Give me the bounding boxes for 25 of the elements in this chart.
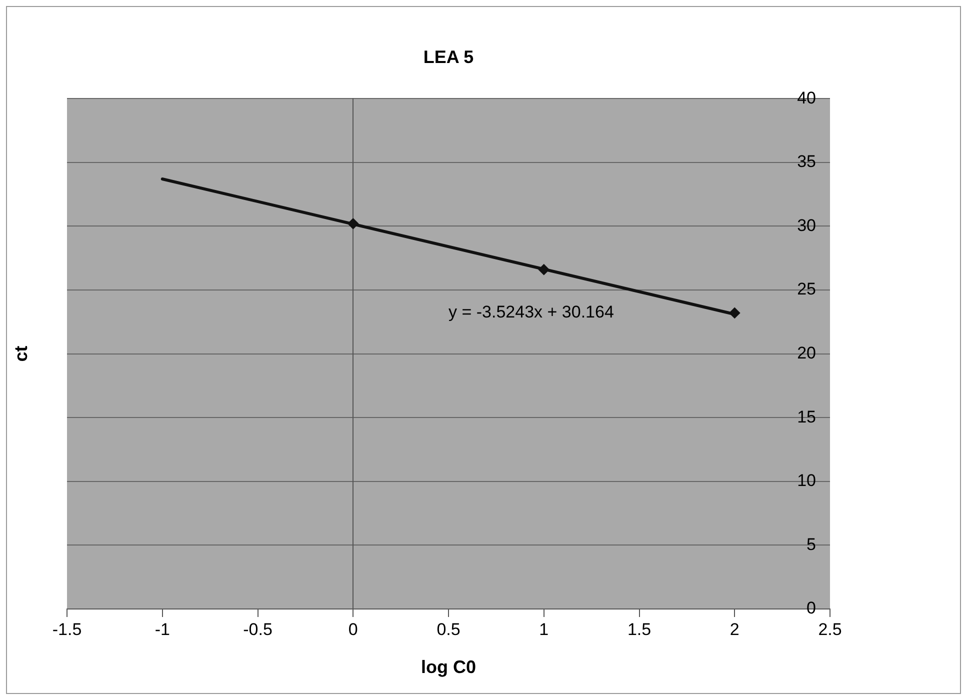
x-tick-label: 0 bbox=[348, 620, 358, 639]
y-tick-label: 20 bbox=[797, 343, 816, 362]
point bbox=[538, 264, 550, 276]
x-tick-label: -0.5 bbox=[243, 620, 272, 639]
y-tick-label: 30 bbox=[797, 216, 816, 235]
y-axis-title: ct bbox=[10, 346, 31, 362]
x-tick-label: -1.5 bbox=[52, 620, 82, 639]
y-tick-label: 40 bbox=[797, 88, 816, 108]
y-tick-label: 5 bbox=[806, 534, 816, 554]
x-tick-label: 0.5 bbox=[436, 620, 460, 639]
point bbox=[348, 218, 359, 230]
y-tick-label: 35 bbox=[797, 152, 816, 172]
chart-title: LEA 5 bbox=[423, 46, 474, 67]
x-tick-label: 2 bbox=[730, 620, 740, 639]
point bbox=[729, 307, 740, 318]
x-tick-label: 1.5 bbox=[627, 620, 652, 639]
y-tick-label: 25 bbox=[797, 280, 816, 299]
y-tick-label: 15 bbox=[797, 407, 816, 426]
x-axis-title: log C0 bbox=[420, 657, 476, 678]
y-tick-label: 10 bbox=[797, 471, 816, 490]
x-tick-label: 1 bbox=[539, 620, 549, 639]
x-tick-label: 2.5 bbox=[818, 620, 842, 639]
y-tick-label: 0 bbox=[806, 598, 816, 618]
annotation: y = -3.5243x + 30.164 bbox=[448, 302, 614, 322]
x-tick-label: -1 bbox=[154, 620, 170, 639]
